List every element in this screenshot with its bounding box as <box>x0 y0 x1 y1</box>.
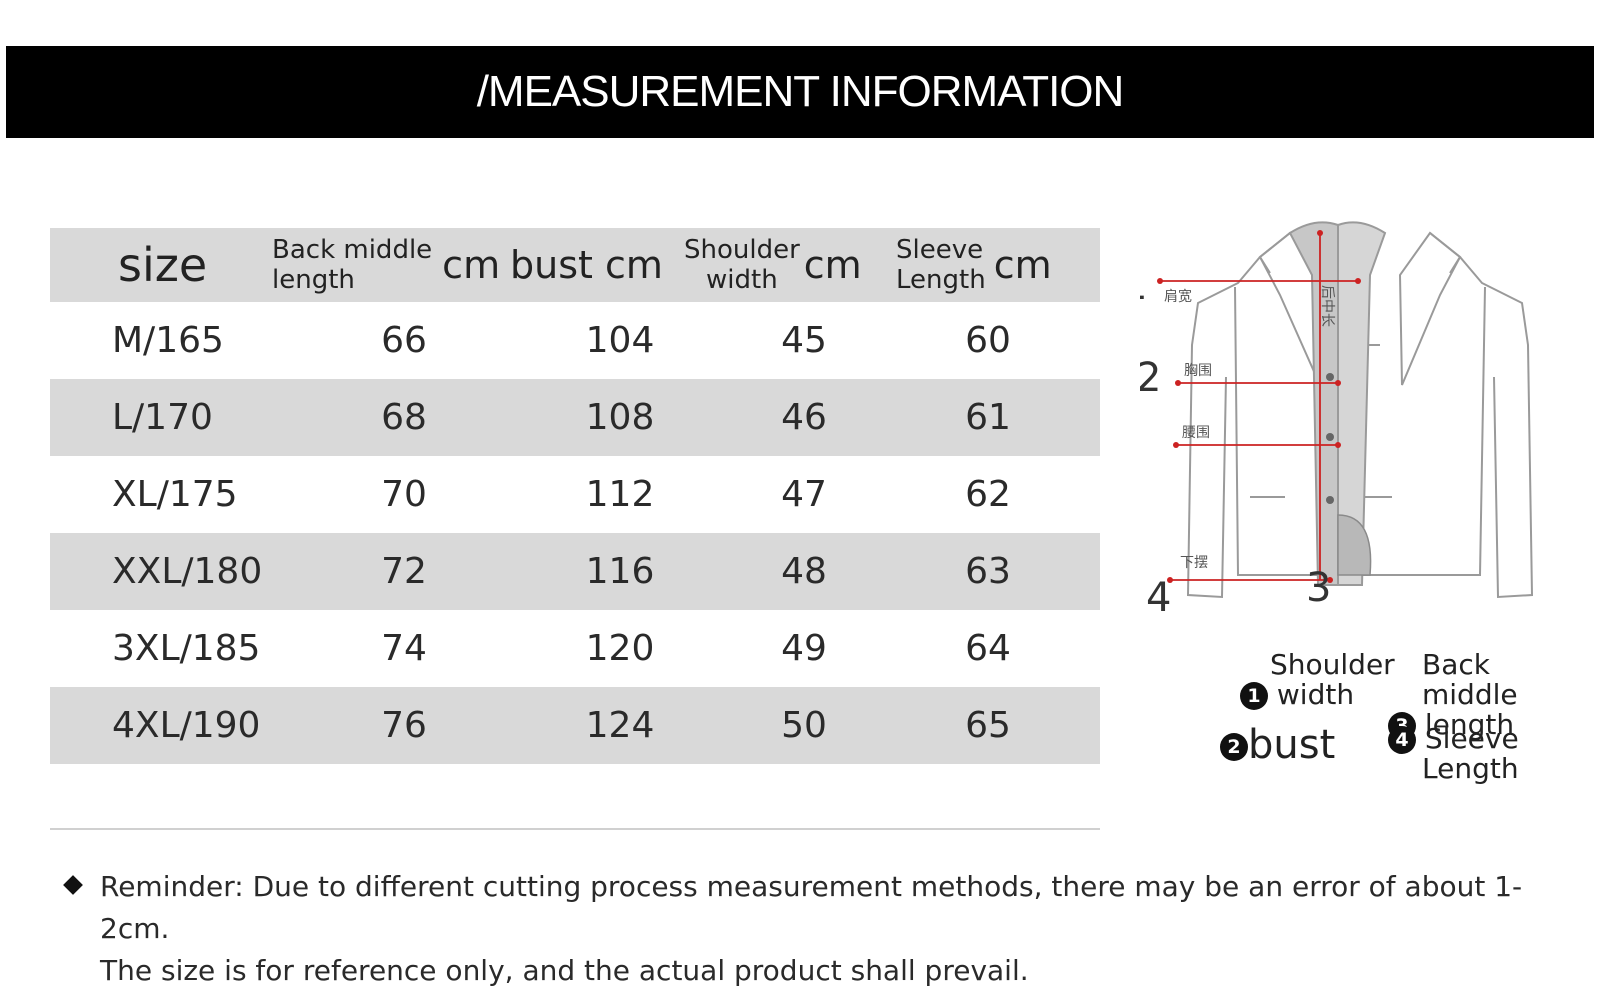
table-row: 3XL/185 74 120 49 64 <box>50 610 1100 687</box>
header-size: size <box>118 238 208 292</box>
cell-size: XXL/180 <box>112 551 263 592</box>
cell-back-middle-length: 76 <box>381 705 427 746</box>
cell-sleeve-length: 64 <box>965 628 1011 669</box>
table-row: XL/175 70 112 47 62 <box>50 456 1100 533</box>
cell-sleeve-length: 60 <box>965 320 1011 361</box>
legend-3-line1: Back middle <box>1422 648 1518 711</box>
cell-shoulder-width: 48 <box>781 551 827 592</box>
cell-bust: 124 <box>585 705 655 746</box>
table-row: M/165 66 104 45 60 <box>50 302 1100 379</box>
cn-label-shoulder: 肩宽 <box>1164 288 1192 305</box>
banner-title: /MEASUREMENT INFORMATION <box>476 67 1125 116</box>
cell-bust: 112 <box>585 474 655 515</box>
table-row: XXL/180 72 116 48 63 <box>50 533 1100 610</box>
marker-3: 3 <box>1306 565 1331 611</box>
legend-item-4: 4 Sleeve Length <box>1388 724 1519 784</box>
legend-2-label: bust <box>1248 722 1336 768</box>
cn-label-waist: 腰围 <box>1182 425 1210 441</box>
header-shoulder-line2: width <box>706 265 778 295</box>
cell-size: L/170 <box>112 397 213 438</box>
button-icon <box>1326 496 1334 504</box>
cell-size: M/165 <box>112 320 224 361</box>
table-header: size Back middle length cm bust cm Shoul… <box>50 228 1100 302</box>
legend-item-2: 2 bust <box>1220 724 1335 766</box>
header-sleeve-length: Sleeve Length cm <box>896 228 1052 302</box>
header-sleeve-line1: Sleeve <box>896 235 984 265</box>
page-banner: /MEASUREMENT INFORMATION <box>6 46 1594 138</box>
legend-3-line2: length <box>1424 708 1515 741</box>
cell-back-middle-length: 66 <box>381 320 427 361</box>
collar-inner <box>1288 221 1339 586</box>
measure-dots <box>1157 230 1361 583</box>
cell-sleeve-length: 62 <box>965 474 1011 515</box>
header-back-middle-line1: Back middle <box>272 235 433 265</box>
header-shoulder-width: Shoulder width cm <box>684 228 862 302</box>
legend-badge-4: 4 <box>1388 726 1416 754</box>
legend-badge-1: 1 <box>1240 682 1268 710</box>
cell-bust: 104 <box>585 320 655 361</box>
cell-sleeve-length: 61 <box>965 397 1011 438</box>
jacket-diagram: 1 2 3 4 肩宽 胸围 腰围 下摆 后中长 <box>1140 221 1534 621</box>
button-icon <box>1326 433 1334 441</box>
collar-right <box>1337 221 1387 586</box>
legend-4-line2: Length <box>1422 752 1519 785</box>
hem-fold <box>1337 514 1372 576</box>
marker-4: 4 <box>1146 575 1171 621</box>
cn-label-back-length: 后中长 <box>1319 285 1335 327</box>
cell-size: XL/175 <box>112 474 238 515</box>
reminder-line-2: The size is for reference only, and the … <box>100 954 1029 987</box>
header-shoulder-unit: cm <box>803 243 862 287</box>
marker-2: 2 <box>1140 355 1161 401</box>
diamond-bullet-icon <box>63 875 83 895</box>
table-divider <box>50 828 1100 830</box>
button-icon <box>1326 373 1334 381</box>
size-table: size Back middle length cm bust cm Shoul… <box>50 228 1100 764</box>
measure-lines <box>1160 233 1358 581</box>
cell-size: 4XL/190 <box>112 705 261 746</box>
cell-bust: 108 <box>585 397 655 438</box>
cell-sleeve-length: 65 <box>965 705 1011 746</box>
cn-label-hem: 下摆 <box>1180 555 1208 571</box>
cell-bust: 120 <box>585 628 655 669</box>
cell-shoulder-width: 49 <box>781 628 827 669</box>
table-row: L/170 68 108 46 61 <box>50 379 1100 456</box>
cell-back-middle-length: 70 <box>381 474 427 515</box>
header-sleeve-unit: cm <box>993 243 1052 287</box>
header-back-middle-line2: length <box>272 265 355 295</box>
legend-1-line2: width <box>1276 678 1355 711</box>
legend-item-1: Shoulder 1 width <box>1240 650 1395 710</box>
cell-shoulder-width: 45 <box>781 320 827 361</box>
cell-shoulder-width: 46 <box>781 397 827 438</box>
header-shoulder-line1: Shoulder <box>684 235 800 265</box>
table-row: 4XL/190 76 124 50 65 <box>50 687 1100 764</box>
cell-bust: 116 <box>585 551 655 592</box>
reminder-note: Reminder: Due to different cutting proce… <box>63 866 1566 992</box>
cell-size: 3XL/185 <box>112 628 261 669</box>
legend-4-line1: Sleeve <box>1424 722 1519 755</box>
legend-1-line1: Shoulder <box>1270 648 1395 681</box>
header-sleeve-line2: Length <box>896 265 986 295</box>
cell-shoulder-width: 50 <box>781 705 827 746</box>
cell-back-middle-length: 72 <box>381 551 427 592</box>
header-bust-unit: cm <box>605 243 663 287</box>
legend-badge-2: 2 <box>1220 733 1248 761</box>
header-back-middle-length: Back middle length cm <box>272 228 500 302</box>
cell-sleeve-length: 63 <box>965 551 1011 592</box>
reminder-line-1: Reminder: Due to different cutting proce… <box>100 870 1523 945</box>
cell-shoulder-width: 47 <box>781 474 827 515</box>
header-bust-label: bust <box>510 243 593 287</box>
marker-1: 1 <box>1140 263 1147 309</box>
cell-back-middle-length: 68 <box>381 397 427 438</box>
cell-back-middle-length: 74 <box>381 628 427 669</box>
cn-label-bust: 胸围 <box>1184 363 1212 379</box>
header-bust: bust cm <box>510 228 663 302</box>
header-back-unit: cm <box>442 243 501 287</box>
